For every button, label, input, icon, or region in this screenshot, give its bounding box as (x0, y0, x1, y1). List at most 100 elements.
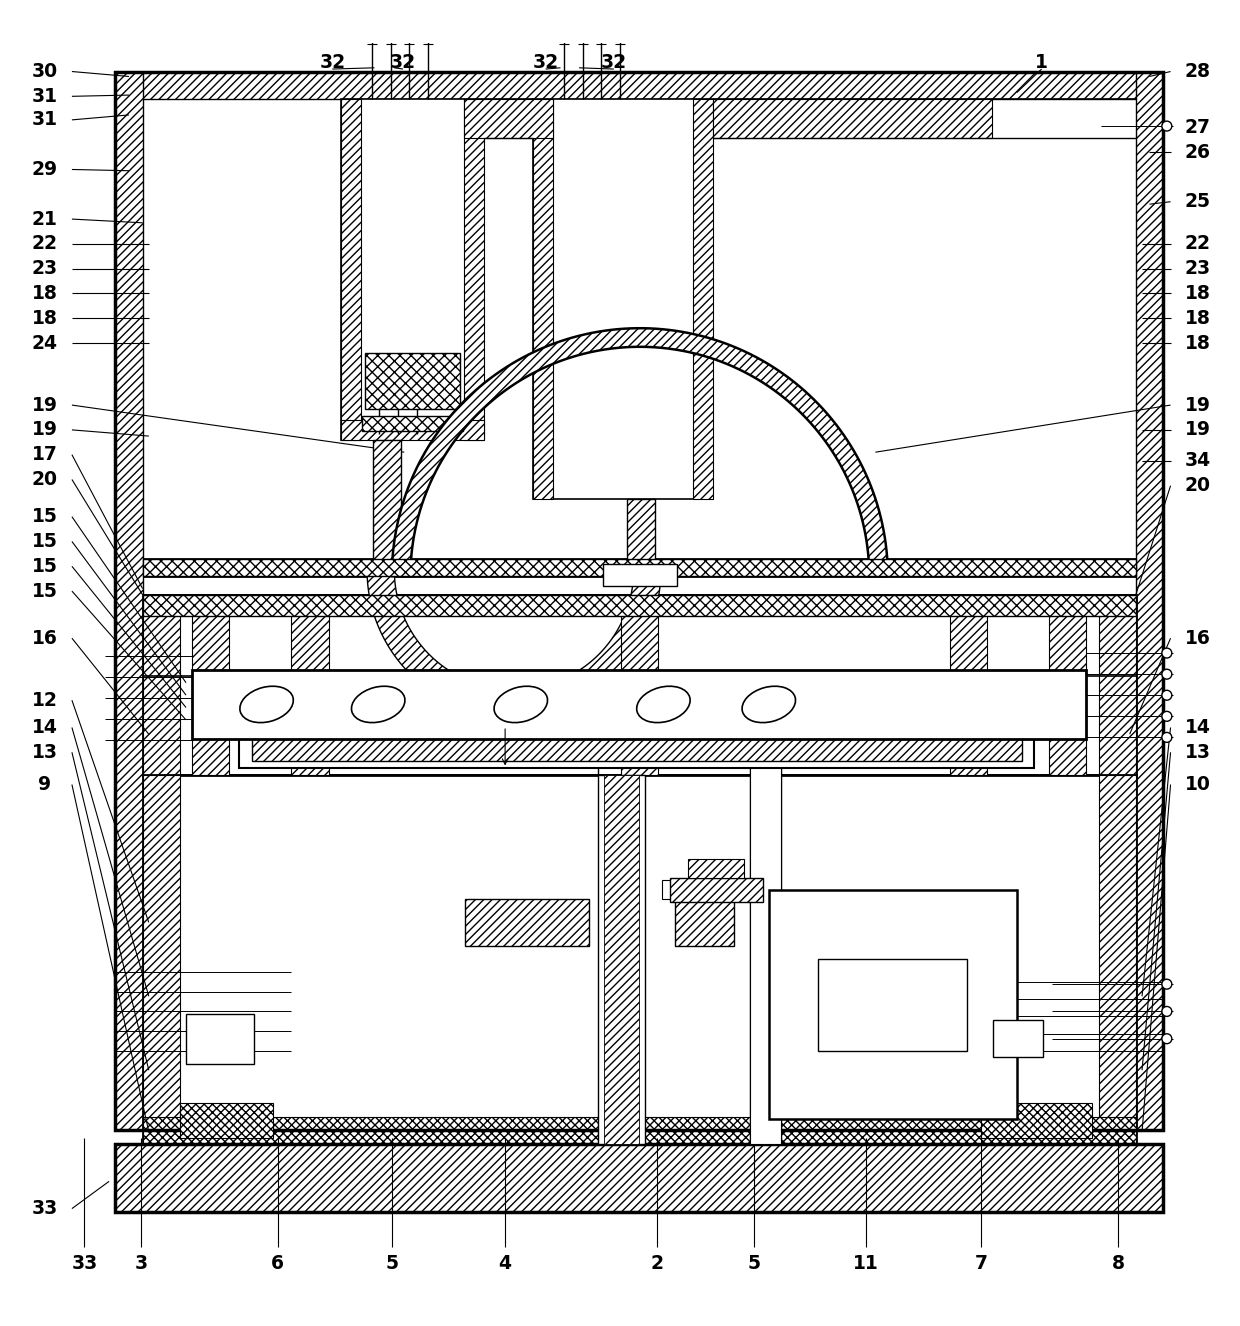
Bar (192, 671, 1086, 739)
Text: 19: 19 (1185, 395, 1210, 415)
Text: 16: 16 (1185, 629, 1210, 647)
Bar (180, 1103, 273, 1138)
Text: 18: 18 (32, 284, 57, 302)
Ellipse shape (636, 687, 691, 723)
Text: 18: 18 (32, 309, 57, 328)
Text: 14: 14 (32, 717, 57, 737)
Bar (464, 99, 553, 138)
Circle shape (1162, 1034, 1172, 1044)
Bar (670, 878, 763, 902)
Circle shape (1162, 979, 1172, 989)
Bar (362, 416, 463, 431)
Text: 31: 31 (32, 110, 57, 130)
Text: 18: 18 (1185, 284, 1210, 302)
Bar (365, 353, 460, 408)
Bar (291, 595, 329, 774)
Text: 22: 22 (1185, 235, 1210, 253)
Text: 27: 27 (1185, 118, 1210, 137)
Text: 31: 31 (32, 86, 57, 106)
Text: 19: 19 (32, 420, 57, 439)
Bar (143, 595, 1136, 774)
Text: 1: 1 (1035, 53, 1048, 73)
Text: 11: 11 (853, 1253, 878, 1273)
Circle shape (1162, 670, 1172, 679)
Text: 17: 17 (32, 446, 57, 464)
Text: 5: 5 (748, 1253, 760, 1273)
Bar (993, 1020, 1043, 1057)
Text: 34: 34 (1184, 451, 1211, 471)
Text: 15: 15 (32, 532, 57, 552)
Bar (603, 564, 677, 586)
Text: 33: 33 (31, 1199, 58, 1219)
Text: 4: 4 (498, 1253, 511, 1273)
Text: 19: 19 (32, 395, 57, 415)
Bar (115, 72, 143, 1131)
Text: 24: 24 (32, 334, 57, 353)
Bar (713, 99, 992, 138)
Ellipse shape (351, 687, 405, 723)
Bar (693, 99, 713, 499)
Bar (750, 684, 781, 1144)
Text: 15: 15 (32, 582, 57, 601)
Bar (341, 99, 484, 440)
Text: 10: 10 (1185, 774, 1210, 794)
Bar (464, 99, 484, 440)
Bar (675, 899, 734, 945)
Polygon shape (367, 570, 661, 717)
Text: 26: 26 (1185, 143, 1210, 162)
Bar (341, 99, 361, 440)
Bar (252, 708, 1022, 761)
Text: 25: 25 (1185, 192, 1210, 211)
Bar (143, 1116, 1136, 1144)
Bar (950, 595, 987, 774)
Bar (186, 1014, 254, 1063)
Bar (662, 880, 746, 899)
Text: 14: 14 (1185, 717, 1210, 737)
Bar (1049, 595, 1086, 774)
Ellipse shape (742, 687, 796, 723)
Bar (533, 99, 713, 499)
Bar (143, 774, 180, 1144)
Bar (115, 1144, 1163, 1212)
Bar (981, 1103, 1092, 1138)
Bar (143, 595, 1136, 615)
Bar (598, 774, 645, 1144)
Circle shape (1162, 691, 1172, 700)
Bar (627, 499, 655, 570)
Bar (115, 72, 1163, 99)
Bar (143, 595, 180, 774)
Text: 20: 20 (32, 469, 57, 489)
Text: 5: 5 (386, 1253, 398, 1273)
Bar (239, 700, 1034, 768)
Bar (115, 1144, 1163, 1212)
Bar (373, 440, 401, 570)
Text: 19: 19 (1185, 420, 1210, 439)
Circle shape (1162, 1006, 1172, 1017)
Bar (192, 595, 229, 774)
Text: 23: 23 (1184, 259, 1211, 278)
Bar (604, 774, 639, 1144)
Text: 18: 18 (1185, 334, 1210, 353)
Text: 16: 16 (32, 629, 57, 647)
Text: 28: 28 (1185, 62, 1210, 81)
Bar (465, 899, 589, 945)
Ellipse shape (239, 687, 294, 723)
Text: 21: 21 (32, 210, 57, 228)
Text: 22: 22 (32, 235, 57, 253)
Text: 32: 32 (600, 53, 627, 73)
Bar (627, 499, 655, 570)
Polygon shape (392, 329, 888, 577)
Bar (620, 595, 657, 774)
Text: 9: 9 (38, 774, 51, 794)
Ellipse shape (494, 687, 548, 723)
Text: 15: 15 (32, 557, 57, 575)
Text: 29: 29 (31, 160, 58, 179)
Bar (143, 774, 1136, 1144)
Bar (533, 99, 553, 499)
Bar (688, 859, 744, 878)
Circle shape (1162, 648, 1172, 658)
Bar (373, 440, 401, 570)
Text: 8: 8 (1112, 1253, 1125, 1273)
Text: 18: 18 (1185, 309, 1210, 328)
Bar (818, 959, 967, 1050)
